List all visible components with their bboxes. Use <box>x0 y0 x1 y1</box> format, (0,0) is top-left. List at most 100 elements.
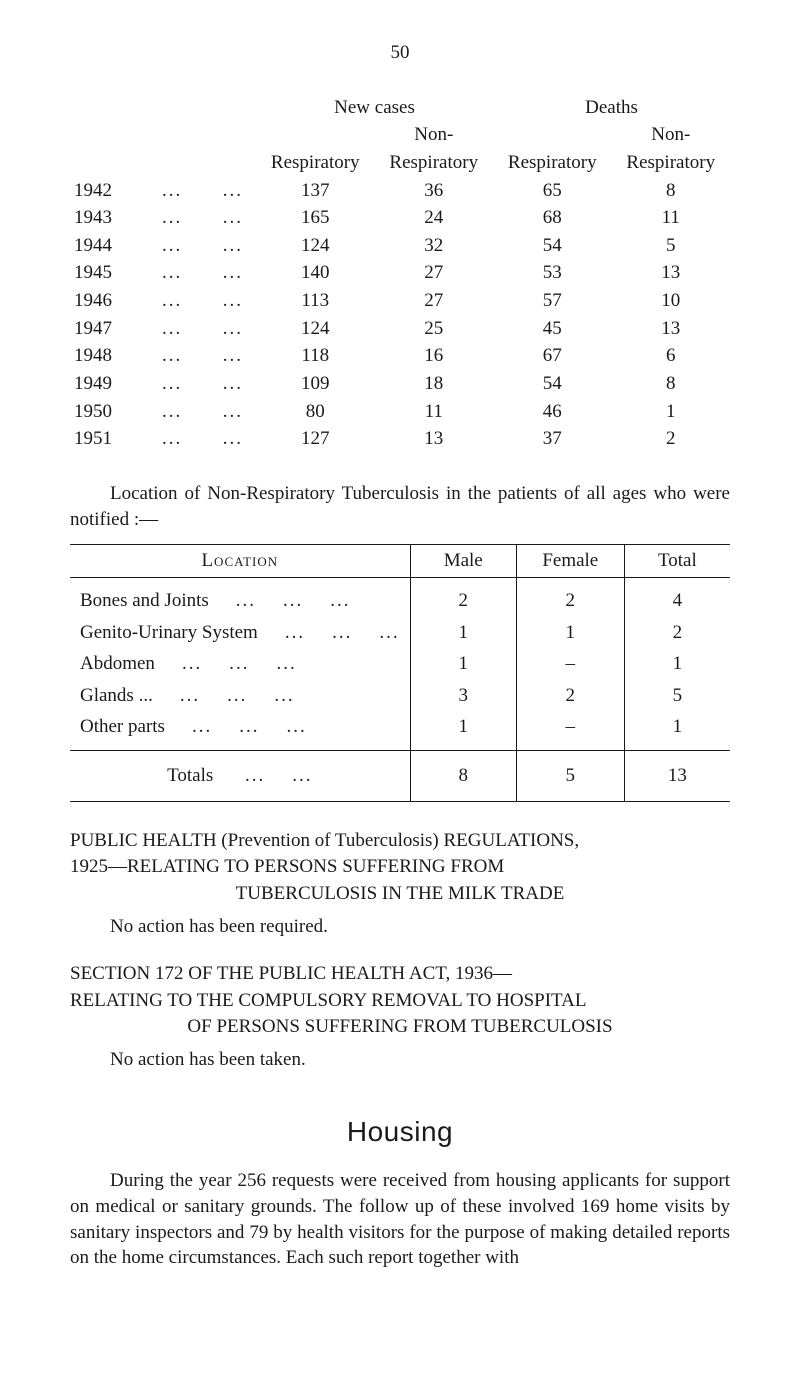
stats-nc-resp: 124 <box>256 315 375 343</box>
stats-year: 1944 <box>70 232 158 260</box>
loc-row-male: 3 <box>410 680 516 712</box>
stats-super-deaths: Deaths <box>493 94 730 122</box>
loc-dots: ... ... ... <box>209 590 351 611</box>
loc-totals-label: Totals <box>167 765 213 786</box>
loc-row-total: 1 <box>624 711 730 750</box>
loc-row-female: 2 <box>516 680 624 712</box>
location-table: Location Male Female Total Bones and Joi… <box>70 544 730 801</box>
stats-year: 1950 <box>70 398 158 426</box>
stats-nc-non: 36 <box>375 177 494 205</box>
stats-dots: ... ... <box>158 232 256 260</box>
stats-dots: ... ... <box>158 398 256 426</box>
stats-d-non: 6 <box>612 342 731 370</box>
loc-col-location: Location <box>70 545 410 578</box>
stats-hdr-non1: Non- <box>375 121 494 149</box>
stats-year: 1946 <box>70 287 158 315</box>
stats-d-non: 1 <box>612 398 731 426</box>
loc-row-male: 1 <box>410 711 516 750</box>
stats-d-resp: 46 <box>493 398 612 426</box>
stats-dots: ... ... <box>158 287 256 315</box>
loc-row-male: 1 <box>410 617 516 649</box>
loc-row-female: 2 <box>516 577 624 616</box>
loc-dots: ... ... ... <box>165 716 307 737</box>
stats-nc-non: 32 <box>375 232 494 260</box>
loc-row-female: – <box>516 711 624 750</box>
loc-row-total: 2 <box>624 617 730 649</box>
housing-heading: Housing <box>70 1113 730 1151</box>
loc-totals-female: 5 <box>516 751 624 802</box>
loc-col-total: Total <box>624 545 730 578</box>
loc-row-label: Genito-Urinary System ... ... ... <box>70 617 410 649</box>
location-intro: Location of Non-Respiratory Tuberculosis… <box>70 481 730 532</box>
stats-nc-resp: 124 <box>256 232 375 260</box>
loc-totals-total: 13 <box>624 751 730 802</box>
stats-d-resp: 37 <box>493 425 612 453</box>
table-row: 1951... ...12713372 <box>70 425 730 453</box>
loc-dots: ... ... <box>218 765 313 786</box>
section2: SECTION 172 OF THE PUBLIC HEALTH ACT, 19… <box>70 961 730 1041</box>
stats-table: New cases Deaths Non- Non- Respiratory R… <box>70 94 730 453</box>
stats-hdr-nonresp1: Respiratory <box>375 149 494 177</box>
stats-dots: ... ... <box>158 425 256 453</box>
section1-noaction: No action has been required. <box>70 914 730 940</box>
table-row: Abdomen ... ... ...1–1 <box>70 648 730 680</box>
section2-line1: SECTION 172 OF THE PUBLIC HEALTH ACT, 19… <box>70 963 512 984</box>
stats-nc-non: 16 <box>375 342 494 370</box>
stats-d-resp: 54 <box>493 232 612 260</box>
loc-row-male: 1 <box>410 648 516 680</box>
section1: PUBLIC HEALTH (Prevention of Tuberculosi… <box>70 828 730 908</box>
stats-year: 1945 <box>70 259 158 287</box>
stats-dots: ... ... <box>158 177 256 205</box>
stats-nc-resp: 80 <box>256 398 375 426</box>
stats-d-resp: 67 <box>493 342 612 370</box>
loc-row-label: Bones and Joints ... ... ... <box>70 577 410 616</box>
stats-nc-non: 18 <box>375 370 494 398</box>
stats-nc-resp: 140 <box>256 259 375 287</box>
table-row: Other parts ... ... ...1–1 <box>70 711 730 750</box>
table-row: 1947... ...124254513 <box>70 315 730 343</box>
loc-dots: ... ... ... <box>153 685 295 706</box>
loc-row-label: Abdomen ... ... ... <box>70 648 410 680</box>
table-row: 1942... ...13736658 <box>70 177 730 205</box>
loc-row-label: Glands ... ... ... ... <box>70 680 410 712</box>
loc-row-male: 2 <box>410 577 516 616</box>
stats-d-non: 2 <box>612 425 731 453</box>
section2-noaction: No action has been taken. <box>70 1047 730 1073</box>
loc-totals-male: 8 <box>410 751 516 802</box>
loc-row-total: 5 <box>624 680 730 712</box>
stats-d-non: 8 <box>612 177 731 205</box>
stats-d-resp: 68 <box>493 204 612 232</box>
stats-d-non: 10 <box>612 287 731 315</box>
stats-dots: ... ... <box>158 370 256 398</box>
table-row: 1948... ...11816676 <box>70 342 730 370</box>
stats-nc-resp: 113 <box>256 287 375 315</box>
loc-row-total: 4 <box>624 577 730 616</box>
stats-d-non: 13 <box>612 259 731 287</box>
stats-d-resp: 54 <box>493 370 612 398</box>
stats-d-resp: 53 <box>493 259 612 287</box>
stats-hdr-resp2: Respiratory <box>493 149 612 177</box>
stats-nc-non: 11 <box>375 398 494 426</box>
stats-year: 1943 <box>70 204 158 232</box>
section2-line3: OF PERSONS SUFFERING FROM TUBERCULOSIS <box>70 1014 730 1041</box>
stats-d-resp: 57 <box>493 287 612 315</box>
loc-row-label: Other parts ... ... ... <box>70 711 410 750</box>
stats-d-non: 11 <box>612 204 731 232</box>
stats-super-newcases: New cases <box>256 94 493 122</box>
loc-dots: ... ... ... <box>155 653 297 674</box>
table-row: 1944... ...12432545 <box>70 232 730 260</box>
loc-dots: ... ... ... <box>258 622 400 643</box>
stats-dots: ... ... <box>158 342 256 370</box>
table-row: Glands ... ... ... ...325 <box>70 680 730 712</box>
stats-d-resp: 45 <box>493 315 612 343</box>
stats-nc-non: 13 <box>375 425 494 453</box>
stats-year: 1951 <box>70 425 158 453</box>
stats-dots: ... ... <box>158 204 256 232</box>
stats-d-non: 8 <box>612 370 731 398</box>
table-row: 1949... ...10918548 <box>70 370 730 398</box>
table-row: Genito-Urinary System ... ... ...112 <box>70 617 730 649</box>
stats-year: 1942 <box>70 177 158 205</box>
table-row: Bones and Joints ... ... ...224 <box>70 577 730 616</box>
stats-year: 1948 <box>70 342 158 370</box>
stats-d-resp: 65 <box>493 177 612 205</box>
